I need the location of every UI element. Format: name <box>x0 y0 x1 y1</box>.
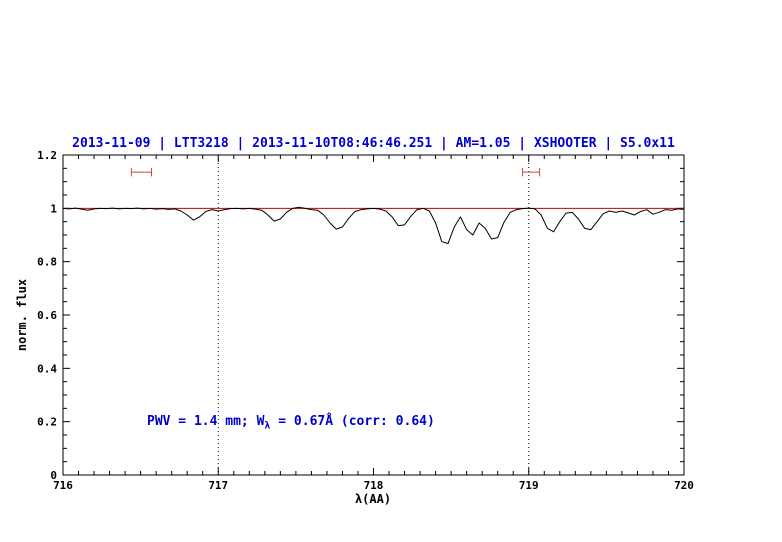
x-tick-label: 719 <box>519 479 539 492</box>
y-tick-label: 0 <box>50 469 57 482</box>
x-tick-label: 718 <box>364 479 384 492</box>
observed-spectrum-line <box>62 206 685 245</box>
y-axis-label: norm. flux <box>15 278 29 352</box>
x-axis-label: λ(AA) <box>354 492 392 506</box>
x-tick-label: 720 <box>674 479 694 492</box>
pwv-annotation-prefix: PWV = 1.4 mm; W <box>147 414 265 429</box>
y-tick-label: 1 <box>50 202 57 215</box>
plot-title: 2013-11-09 | LTT3218 | 2013-11-10T08:46:… <box>72 136 675 151</box>
y-tick-label: 0.6 <box>37 309 57 322</box>
x-tick-label: 716 <box>53 479 73 492</box>
y-tick-label: 0.8 <box>37 256 57 269</box>
y-tick-label: 0.2 <box>37 416 57 429</box>
pwv-annotation: PWV = 1.4 mm; Wλ = 0.67Å (corr: 0.64) <box>147 414 435 432</box>
pwv-annotation-suffix: = 0.67Å (corr: 0.64) <box>270 414 435 429</box>
x-tick-label: 717 <box>208 479 228 492</box>
y-tick-label: 1.2 <box>37 149 57 162</box>
y-tick-label: 0.4 <box>37 362 57 375</box>
pwv-annotation-sub: λ <box>264 420 271 432</box>
